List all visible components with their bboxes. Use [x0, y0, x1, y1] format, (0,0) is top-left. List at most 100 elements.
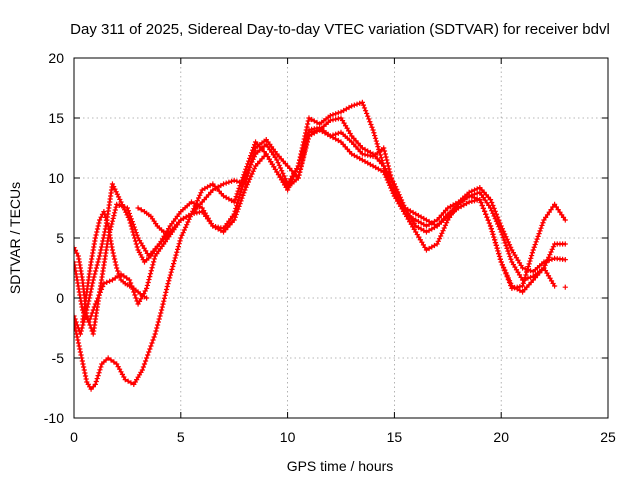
data-point-marker [275, 160, 281, 166]
data-point-marker [77, 346, 83, 352]
data-point-marker [240, 174, 246, 181]
data-point-marker [493, 218, 500, 224]
data-point-marker [538, 225, 544, 231]
data-point-marker [144, 355, 150, 361]
data-point-marker [372, 135, 379, 141]
data-point-marker [109, 218, 116, 224]
data-point-marker [96, 370, 102, 376]
data-point-marker [147, 271, 154, 277]
data-point-marker [492, 237, 498, 243]
data-point-marker [365, 113, 371, 119]
data-point-marker [210, 223, 216, 229]
data-point-marker [330, 112, 336, 118]
x-tick-label: 5 [177, 429, 185, 445]
data-point-marker [523, 272, 529, 278]
data-point-marker [113, 204, 119, 210]
data-point-marker [511, 284, 518, 291]
x-tick-label: 15 [387, 429, 403, 445]
data-point-marker [141, 361, 148, 367]
data-point-marker [113, 262, 119, 268]
data-point-marker [111, 213, 117, 219]
data-point-marker [546, 254, 552, 260]
data-point-marker [486, 220, 492, 226]
data-point-marker [444, 220, 450, 226]
data-point-marker [112, 207, 118, 213]
data-point-marker [116, 271, 122, 277]
data-point-marker [174, 249, 180, 255]
data-point-marker [78, 328, 84, 334]
data-point-marker [322, 130, 328, 136]
data-point-marker [173, 252, 179, 258]
data-point-marker [101, 209, 107, 215]
data-point-marker [93, 265, 100, 271]
data-point-marker [362, 158, 368, 165]
data-point-marker [533, 239, 539, 245]
data-point-marker [311, 130, 317, 136]
data-point-marker [335, 130, 341, 136]
data-point-marker [429, 244, 435, 250]
series-track-6 [135, 205, 167, 235]
data-point-marker [172, 255, 178, 261]
data-point-marker [168, 269, 174, 275]
data-point-marker [301, 151, 307, 157]
data-point-marker [492, 216, 498, 222]
data-point-marker [360, 102, 367, 108]
data-point-marker [140, 364, 147, 370]
data-point-marker [93, 268, 99, 274]
data-point-marker [164, 283, 170, 290]
data-point-marker [314, 119, 320, 126]
data-point-marker [330, 117, 336, 123]
data-point-marker [242, 187, 248, 193]
data-point-marker [220, 181, 227, 187]
data-point-marker [527, 274, 534, 280]
data-point-marker [279, 168, 285, 174]
data-point-marker [129, 226, 135, 232]
data-point-marker [549, 256, 555, 262]
data-point-marker [134, 244, 140, 250]
data-point-marker [382, 151, 388, 157]
data-point-marker [305, 121, 311, 127]
data-point-marker [125, 378, 131, 384]
data-point-marker [508, 256, 514, 262]
data-point-marker [491, 213, 497, 219]
data-point-marker [100, 238, 106, 244]
data-point-marker [418, 220, 424, 226]
chart-title: Day 311 of 2025, Sidereal Day-to-day VTE… [70, 21, 610, 38]
data-point-marker [111, 210, 118, 216]
data-point-marker [236, 179, 243, 185]
data-point-marker [199, 187, 205, 193]
data-point-marker [496, 251, 502, 257]
data-point-marker [95, 295, 101, 301]
data-point-marker [241, 190, 247, 196]
data-point-marker [131, 232, 137, 238]
data-point-marker [498, 259, 504, 265]
data-point-marker [370, 163, 376, 169]
data-point-marker [359, 99, 365, 105]
data-point-marker [110, 250, 116, 256]
data-point-marker [365, 148, 371, 154]
data-point-marker [480, 205, 486, 211]
data-point-marker [235, 197, 241, 203]
data-point-marker [194, 198, 201, 204]
data-point-marker [562, 284, 568, 290]
data-point-marker [100, 235, 107, 241]
data-point-marker [346, 104, 352, 111]
data-point-marker [524, 266, 531, 272]
data-point-marker [223, 194, 229, 201]
data-point-marker [176, 241, 182, 247]
data-point-marker [372, 132, 378, 139]
data-point-marker [74, 250, 80, 256]
data-point-marker [506, 242, 513, 248]
data-point-marker [244, 173, 250, 179]
data-point-marker [532, 241, 538, 248]
data-point-marker [159, 304, 165, 310]
data-point-marker [421, 227, 427, 234]
data-point-marker [109, 221, 115, 227]
data-point-marker [493, 242, 499, 248]
data-point-marker [327, 113, 333, 119]
data-point-marker [74, 322, 80, 328]
x-tick-label: 0 [70, 429, 78, 445]
data-point-marker [351, 102, 357, 108]
data-point-marker [405, 206, 411, 213]
data-point-marker [370, 127, 376, 133]
